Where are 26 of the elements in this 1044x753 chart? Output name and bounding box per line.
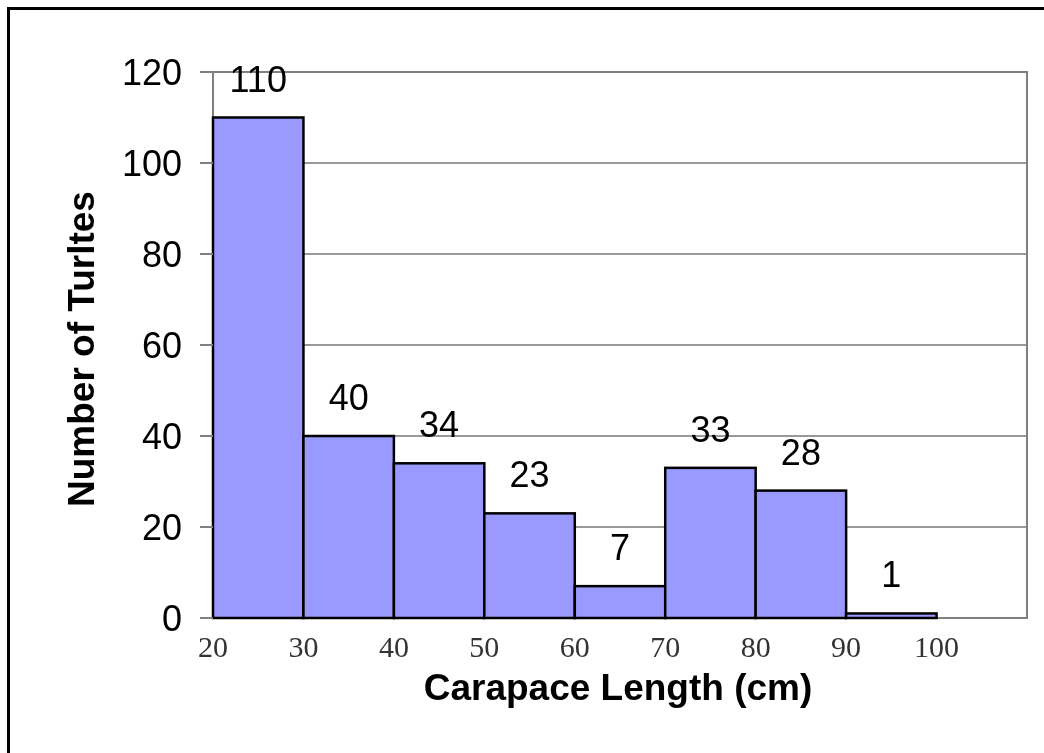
x-tick-label: 40 [378, 630, 409, 663]
data-label: 23 [509, 454, 550, 496]
x-axis-title: Carapace Length (cm) [423, 667, 813, 708]
y-tick-label: 40 [141, 415, 182, 457]
x-tick-label: 90 [831, 630, 862, 663]
x-tick-label: 30 [288, 630, 319, 663]
data-label: 34 [419, 404, 460, 446]
x-tick-label: 50 [469, 630, 500, 663]
data-label: 28 [780, 431, 821, 473]
data-label: 110 [229, 58, 287, 100]
x-tick-label: 20 [198, 630, 228, 663]
y-tick-label: 120 [121, 51, 182, 93]
x-tick-label: 60 [559, 630, 590, 663]
y-tick-label: 60 [141, 324, 182, 366]
data-label: 40 [328, 377, 369, 418]
y-axis-title: Number of Turltes [61, 191, 102, 507]
y-tick-label: 0 [161, 597, 182, 639]
data-label: 7 [609, 527, 631, 569]
x-tick-label: 100 [914, 630, 960, 663]
x-tick-label: 80 [740, 630, 771, 663]
y-tick-label: 80 [141, 233, 182, 275]
y-tick-label: 100 [121, 142, 182, 184]
y-tick-label: 20 [141, 506, 182, 548]
data-label: 33 [690, 408, 731, 450]
x-tick-label: 70 [650, 630, 681, 663]
data-label: 1 [881, 554, 902, 596]
